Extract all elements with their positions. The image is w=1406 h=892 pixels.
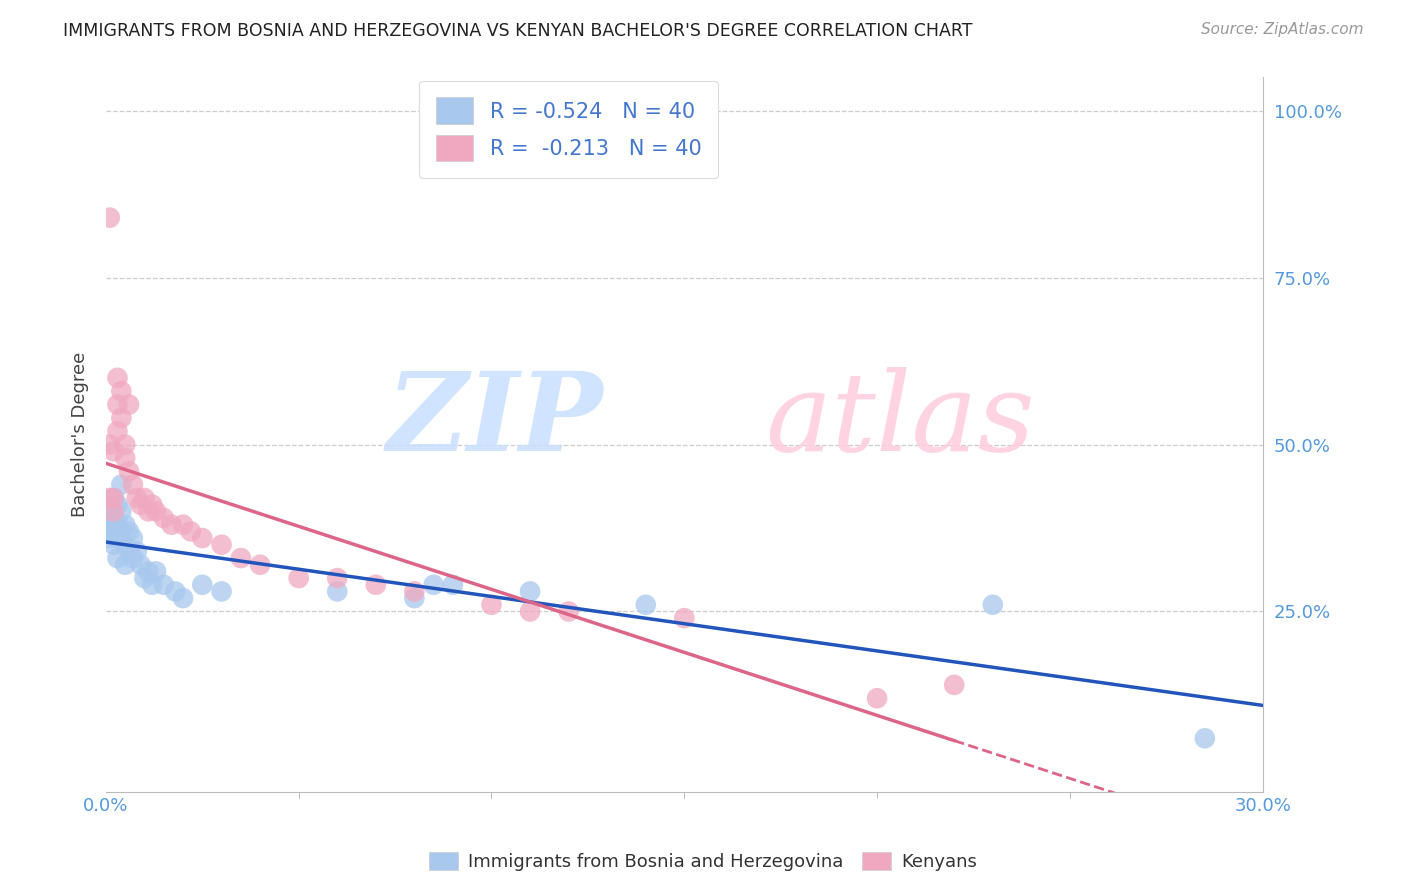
Point [145,504,167,518]
Point [103,511,125,525]
Point [98,517,121,532]
Legend: R = -0.524   N = 40, R =  -0.213   N = 40: R = -0.524 N = 40, R = -0.213 N = 40 [419,80,718,178]
Point [110,524,132,539]
Point [114,558,136,572]
Point [114,450,136,465]
Point [136,504,159,518]
Point [211,584,233,599]
Point [172,591,194,606]
Point [122,551,145,566]
Point [129,498,152,512]
Point [249,558,271,572]
Point [943,678,966,692]
Point [118,464,141,478]
Point [107,398,129,412]
Point [114,517,136,532]
Point [519,604,541,618]
Point [114,437,136,451]
Point [125,544,148,558]
Point [114,538,136,552]
Point [110,410,132,425]
Point [107,517,129,532]
Point [141,498,163,512]
Point [107,498,129,512]
Point [98,491,121,505]
Text: IMMIGRANTS FROM BOSNIA AND HERZEGOVINA VS KENYAN BACHELOR'S DEGREE CORRELATION C: IMMIGRANTS FROM BOSNIA AND HERZEGOVINA V… [63,22,973,40]
Point [107,551,129,566]
Y-axis label: Bachelor's Degree: Bachelor's Degree [72,352,89,517]
Point [103,504,125,518]
Point [118,524,141,539]
Point [180,524,202,539]
Point [103,524,125,539]
Point [211,538,233,552]
Point [404,584,426,599]
Point [634,598,657,612]
Point [866,691,889,706]
Point [125,491,148,505]
Point [481,598,503,612]
Point [103,538,125,552]
Text: atlas: atlas [765,367,1035,474]
Point [152,578,174,592]
Point [103,444,125,458]
Point [981,598,1004,612]
Point [118,544,141,558]
Point [107,371,129,385]
Point [441,578,464,592]
Point [122,477,145,491]
Point [107,424,129,438]
Point [129,558,152,572]
Point [107,531,129,545]
Point [136,565,159,579]
Point [160,517,183,532]
Point [134,571,156,585]
Point [98,211,121,225]
Point [145,565,167,579]
Point [326,571,349,585]
Point [673,611,696,625]
Point [172,517,194,532]
Point [110,384,132,399]
Point [165,584,187,599]
Point [98,531,121,545]
Point [152,511,174,525]
Point [98,504,121,518]
Point [110,504,132,518]
Point [110,477,132,491]
Point [519,584,541,599]
Point [191,531,214,545]
Text: Source: ZipAtlas.com: Source: ZipAtlas.com [1201,22,1364,37]
Point [1194,731,1216,746]
Point [191,578,214,592]
Point [118,398,141,412]
Point [122,531,145,545]
Text: ZIP: ZIP [387,367,603,474]
Point [287,571,309,585]
Point [422,578,444,592]
Point [229,551,252,566]
Point [103,491,125,505]
Point [326,584,349,599]
Point [103,491,125,505]
Point [404,591,426,606]
Point [364,578,387,592]
Point [141,578,163,592]
Point [557,604,579,618]
Point [134,491,156,505]
Point [98,437,121,451]
Legend: Immigrants from Bosnia and Herzegovina, Kenyans: Immigrants from Bosnia and Herzegovina, … [422,845,984,879]
